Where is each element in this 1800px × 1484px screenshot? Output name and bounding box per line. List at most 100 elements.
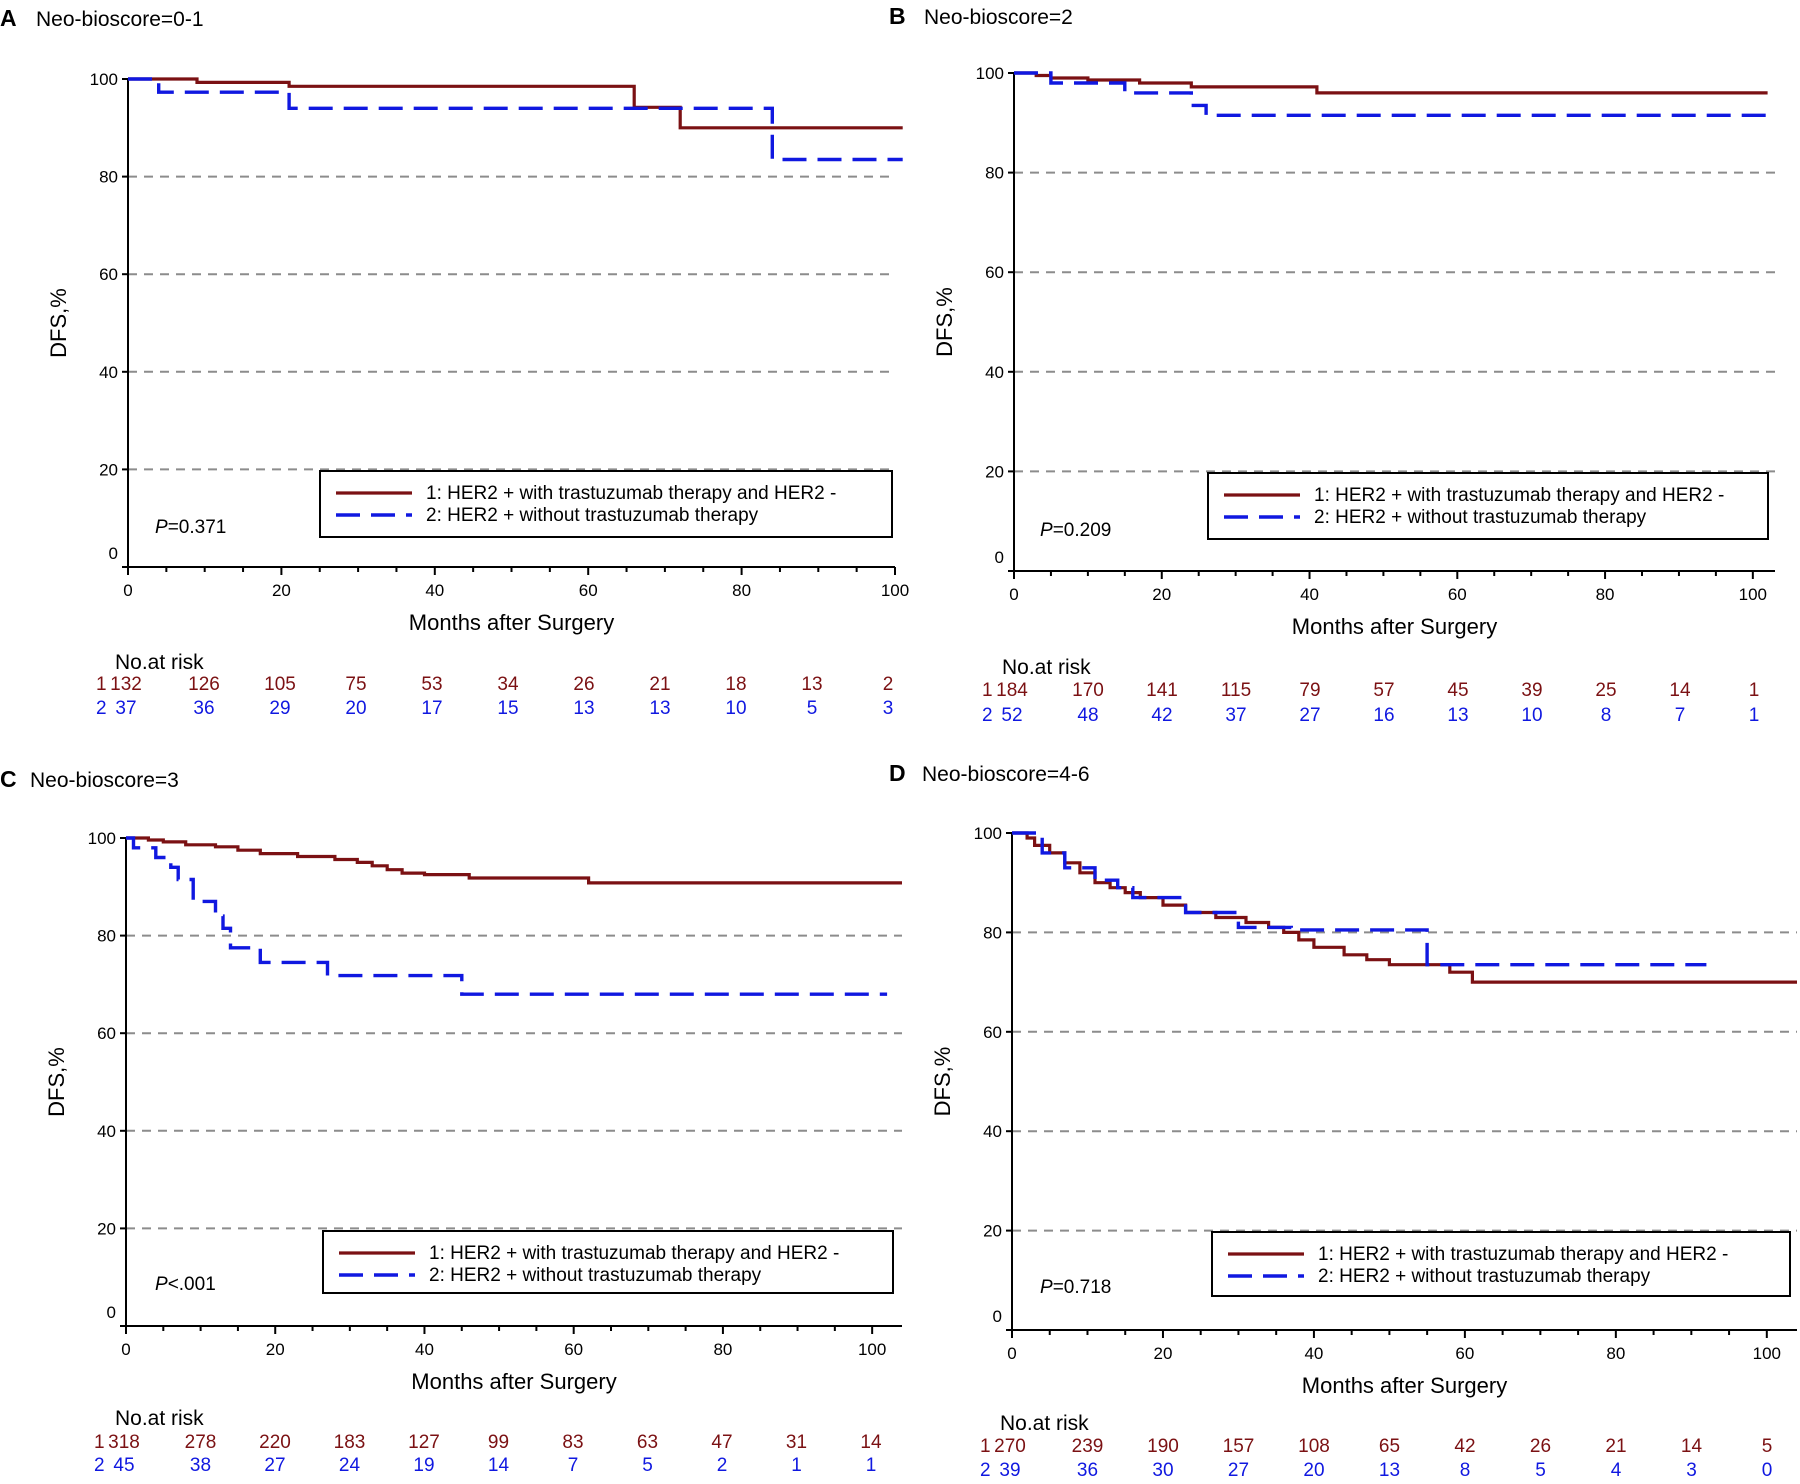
risk-count-group-2: 45 bbox=[113, 1455, 134, 1476]
x-tick-label: 20 bbox=[266, 1340, 285, 1359]
x-axis-label: Months after Surgery bbox=[1302, 1373, 1507, 1398]
y-tick-label: 80 bbox=[983, 923, 1002, 942]
risk-count-group-1: 47 bbox=[711, 1432, 732, 1453]
y-tick-label: 40 bbox=[983, 1122, 1002, 1141]
risk-count-group-2: 17 bbox=[421, 698, 442, 719]
risk-count-group-2: 7 bbox=[568, 1455, 579, 1476]
x-tick-label: 20 bbox=[1154, 1344, 1173, 1363]
risk-count-group-2: 13 bbox=[1379, 1460, 1400, 1481]
panel-title: Neo-bioscore=4-6 bbox=[922, 763, 1090, 786]
legend-box bbox=[322, 1230, 894, 1294]
y-tick-label: 60 bbox=[97, 1024, 116, 1043]
risk-count-group-2: 36 bbox=[193, 698, 214, 719]
y-tick-label: 80 bbox=[99, 168, 118, 187]
y-axis-label: DFS,% bbox=[44, 1047, 69, 1117]
risk-table-title: No.at risk bbox=[1000, 1412, 1089, 1435]
risk-count-group-1: 270 bbox=[994, 1436, 1026, 1457]
risk-count-group-1: 79 bbox=[1299, 680, 1320, 701]
legend-label-group-1: 1: HER2 + with trastuzumab therapy and H… bbox=[1314, 485, 1724, 506]
risk-count-group-2: 8 bbox=[1460, 1460, 1471, 1481]
y-tick-label: 80 bbox=[985, 164, 1004, 183]
risk-count-group-2: 3 bbox=[1686, 1460, 1697, 1481]
legend: 1: HER2 + with trastuzumab therapy and H… bbox=[319, 470, 893, 538]
risk-row-label-1: 1 bbox=[94, 1432, 105, 1453]
risk-count-group-1: 75 bbox=[345, 674, 366, 695]
panel-letter: A bbox=[0, 5, 17, 31]
y-tick-label: 40 bbox=[97, 1122, 116, 1141]
panel-letter: C bbox=[0, 766, 17, 792]
risk-count-group-2: 42 bbox=[1151, 705, 1172, 726]
risk-count-group-1: 1 bbox=[1749, 680, 1760, 701]
panel-title: Neo-bioscore=0-1 bbox=[36, 8, 204, 31]
legend-label-group-2: 2: HER2 + without trastuzumab therapy bbox=[429, 1265, 762, 1286]
risk-count-group-1: 14 bbox=[1681, 1436, 1703, 1457]
risk-count-group-2: 1 bbox=[866, 1455, 877, 1476]
risk-count-group-1: 127 bbox=[408, 1432, 440, 1453]
legend: 1: HER2 + with trastuzumab therapy and H… bbox=[1207, 472, 1769, 540]
x-tick-label: 60 bbox=[1448, 585, 1467, 604]
x-tick-label: 100 bbox=[881, 581, 909, 600]
risk-count-group-1: 83 bbox=[562, 1432, 583, 1453]
risk-count-group-2: 1 bbox=[791, 1455, 802, 1476]
x-tick-label: 40 bbox=[425, 581, 444, 600]
legend-label-group-1: 1: HER2 + with trastuzumab therapy and H… bbox=[426, 483, 836, 504]
risk-count-group-1: 26 bbox=[1530, 1436, 1551, 1457]
x-tick-label: 20 bbox=[1152, 585, 1171, 604]
risk-count-group-1: 184 bbox=[996, 680, 1028, 701]
legend-box bbox=[319, 470, 893, 538]
x-tick-label: 60 bbox=[579, 581, 598, 600]
x-tick-label: 0 bbox=[1009, 585, 1018, 604]
x-tick-label: 40 bbox=[1300, 585, 1319, 604]
risk-count-group-1: 2 bbox=[883, 674, 894, 695]
risk-count-group-2: 15 bbox=[497, 698, 518, 719]
risk-count-group-2: 5 bbox=[1535, 1460, 1546, 1481]
risk-count-group-1: 5 bbox=[1762, 1436, 1773, 1457]
risk-count-group-1: 18 bbox=[725, 674, 746, 695]
y-tick-label: 40 bbox=[985, 363, 1004, 382]
risk-count-group-1: 14 bbox=[860, 1432, 882, 1453]
risk-count-group-2: 30 bbox=[1152, 1460, 1173, 1481]
p-value: P=0.718 bbox=[1040, 1277, 1111, 1298]
risk-count-group-2: 5 bbox=[642, 1455, 653, 1476]
x-tick-label: 80 bbox=[1606, 1344, 1625, 1363]
risk-count-group-1: 190 bbox=[1147, 1436, 1179, 1457]
panel-letter: D bbox=[889, 760, 906, 786]
risk-count-group-2: 14 bbox=[488, 1455, 510, 1476]
risk-count-group-1: 34 bbox=[497, 674, 519, 695]
risk-count-group-1: 21 bbox=[649, 674, 670, 695]
legend: 1: HER2 + with trastuzumab therapy and H… bbox=[1211, 1231, 1791, 1297]
y-tick-label: 0 bbox=[107, 1303, 116, 1322]
legend-label-group-1: 1: HER2 + with trastuzumab therapy and H… bbox=[429, 1243, 839, 1264]
risk-count-group-1: 57 bbox=[1373, 680, 1394, 701]
y-tick-label: 0 bbox=[995, 548, 1004, 567]
y-axis-label: DFS,% bbox=[932, 287, 957, 357]
y-tick-label: 0 bbox=[109, 544, 118, 563]
risk-count-group-2: 36 bbox=[1077, 1460, 1098, 1481]
y-axis-label: DFS,% bbox=[46, 288, 71, 358]
x-tick-label: 0 bbox=[121, 1340, 130, 1359]
risk-count-group-2: 48 bbox=[1077, 705, 1098, 726]
y-tick-label: 100 bbox=[976, 64, 1004, 83]
y-tick-label: 100 bbox=[88, 829, 116, 848]
y-tick-label: 20 bbox=[985, 462, 1004, 481]
x-tick-label: 100 bbox=[858, 1340, 886, 1359]
km-curve-group-1 bbox=[1014, 71, 1768, 95]
x-tick-label: 100 bbox=[1753, 1344, 1781, 1363]
risk-row-label-2: 2 bbox=[982, 705, 993, 726]
p-value: P=0.209 bbox=[1040, 520, 1111, 541]
panel-b: B Neo-bioscore=2 0 20 40 60 80 100 0 20 40 60 80 100 M… bbox=[889, 3, 1775, 726]
y-tick-label: 60 bbox=[99, 265, 118, 284]
risk-count-group-1: 183 bbox=[334, 1432, 366, 1453]
risk-count-group-1: 25 bbox=[1595, 680, 1616, 701]
risk-count-group-1: 157 bbox=[1223, 1436, 1255, 1457]
y-tick-label: 80 bbox=[97, 927, 116, 946]
risk-count-group-2: 27 bbox=[1299, 705, 1320, 726]
risk-row-label-1: 1 bbox=[96, 674, 107, 695]
legend-box bbox=[1207, 472, 1769, 540]
km-curve-group-2 bbox=[1012, 831, 1707, 967]
x-tick-label: 60 bbox=[564, 1340, 583, 1359]
x-tick-label: 0 bbox=[123, 581, 132, 600]
km-curve-group-2 bbox=[126, 836, 888, 996]
risk-table-title: No.at risk bbox=[115, 1407, 204, 1430]
